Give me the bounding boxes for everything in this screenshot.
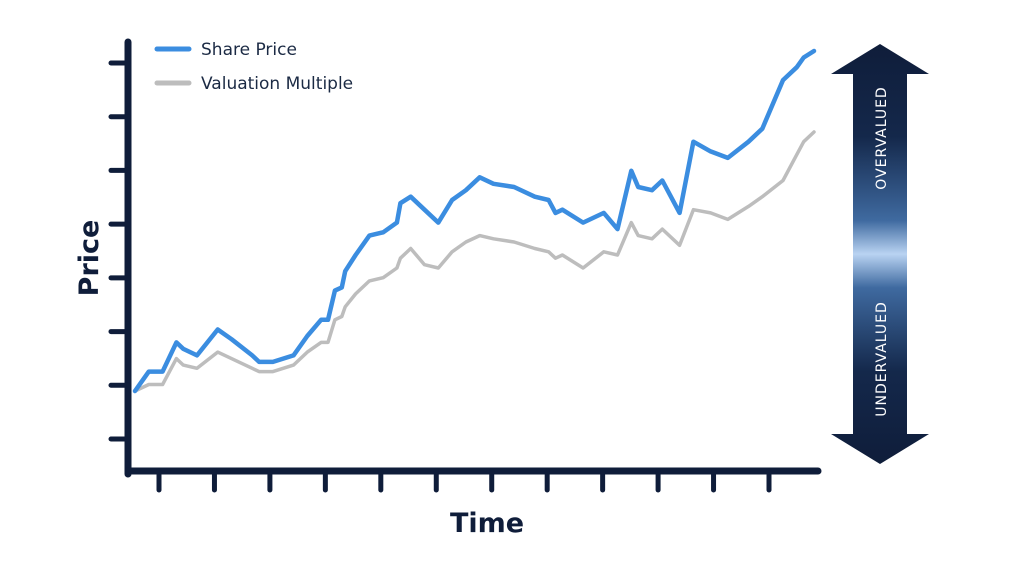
series-line-share-price [132, 48, 817, 394]
series-line-valuation-multiple [133, 130, 816, 393]
y-axis-label: Price [74, 220, 105, 297]
undervalued-label: UNDERVALUED [874, 301, 890, 417]
legend-label-valuation-multiple: Valuation Multiple [201, 74, 353, 94]
x-ticks [156, 468, 772, 493]
double-arrow-icon [831, 44, 929, 464]
x-axis-label: Time [450, 508, 524, 539]
legend-label-share-price: Share Price [201, 40, 297, 60]
series-group [132, 48, 817, 394]
overvalued-label: OVERVALUED [874, 86, 890, 189]
valuation-indicator: OVERVALUED UNDERVALUED [831, 44, 929, 464]
y-ticks [108, 60, 131, 442]
legend: Share Price Valuation Multiple [154, 40, 353, 94]
axes [124, 38, 822, 478]
